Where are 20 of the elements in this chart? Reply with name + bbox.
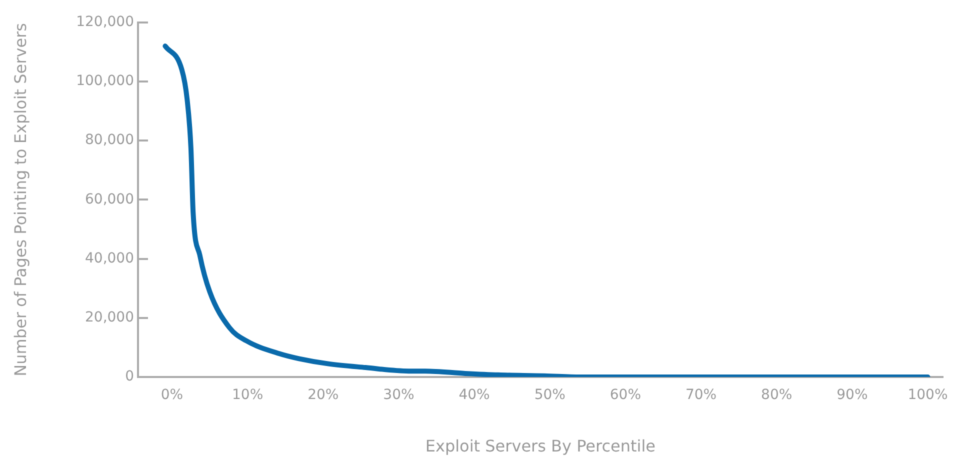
- x-tick-label: 10%: [232, 387, 264, 404]
- x-axis-title: Exploit Servers By Percentile: [425, 436, 656, 456]
- y-axis-title: Number of Pages Pointing to Exploit Servers: [10, 23, 30, 376]
- x-tick-label: 40%: [458, 387, 490, 404]
- x-tick-label: 20%: [308, 387, 339, 404]
- x-tick-label: 70%: [685, 387, 717, 404]
- y-tick-label: 0: [125, 368, 134, 385]
- x-tick-label: 50%: [534, 387, 566, 404]
- x-tick-label: 80%: [761, 387, 792, 404]
- x-tick-label: 90%: [836, 387, 868, 404]
- x-tick-label: 30%: [383, 387, 414, 404]
- y-tick-label: 120,000: [76, 14, 134, 30]
- y-tick-label: 20,000: [85, 310, 134, 326]
- x-tick-label: 60%: [610, 387, 642, 404]
- y-tick-label: 80,000: [85, 132, 134, 148]
- y-tick-label: 40,000: [85, 250, 134, 266]
- y-tick-label: 60,000: [85, 191, 134, 208]
- x-tick-label: 100%: [908, 387, 948, 404]
- x-tick-label: 0%: [160, 387, 184, 404]
- y-tick-label: 100,000: [76, 73, 134, 90]
